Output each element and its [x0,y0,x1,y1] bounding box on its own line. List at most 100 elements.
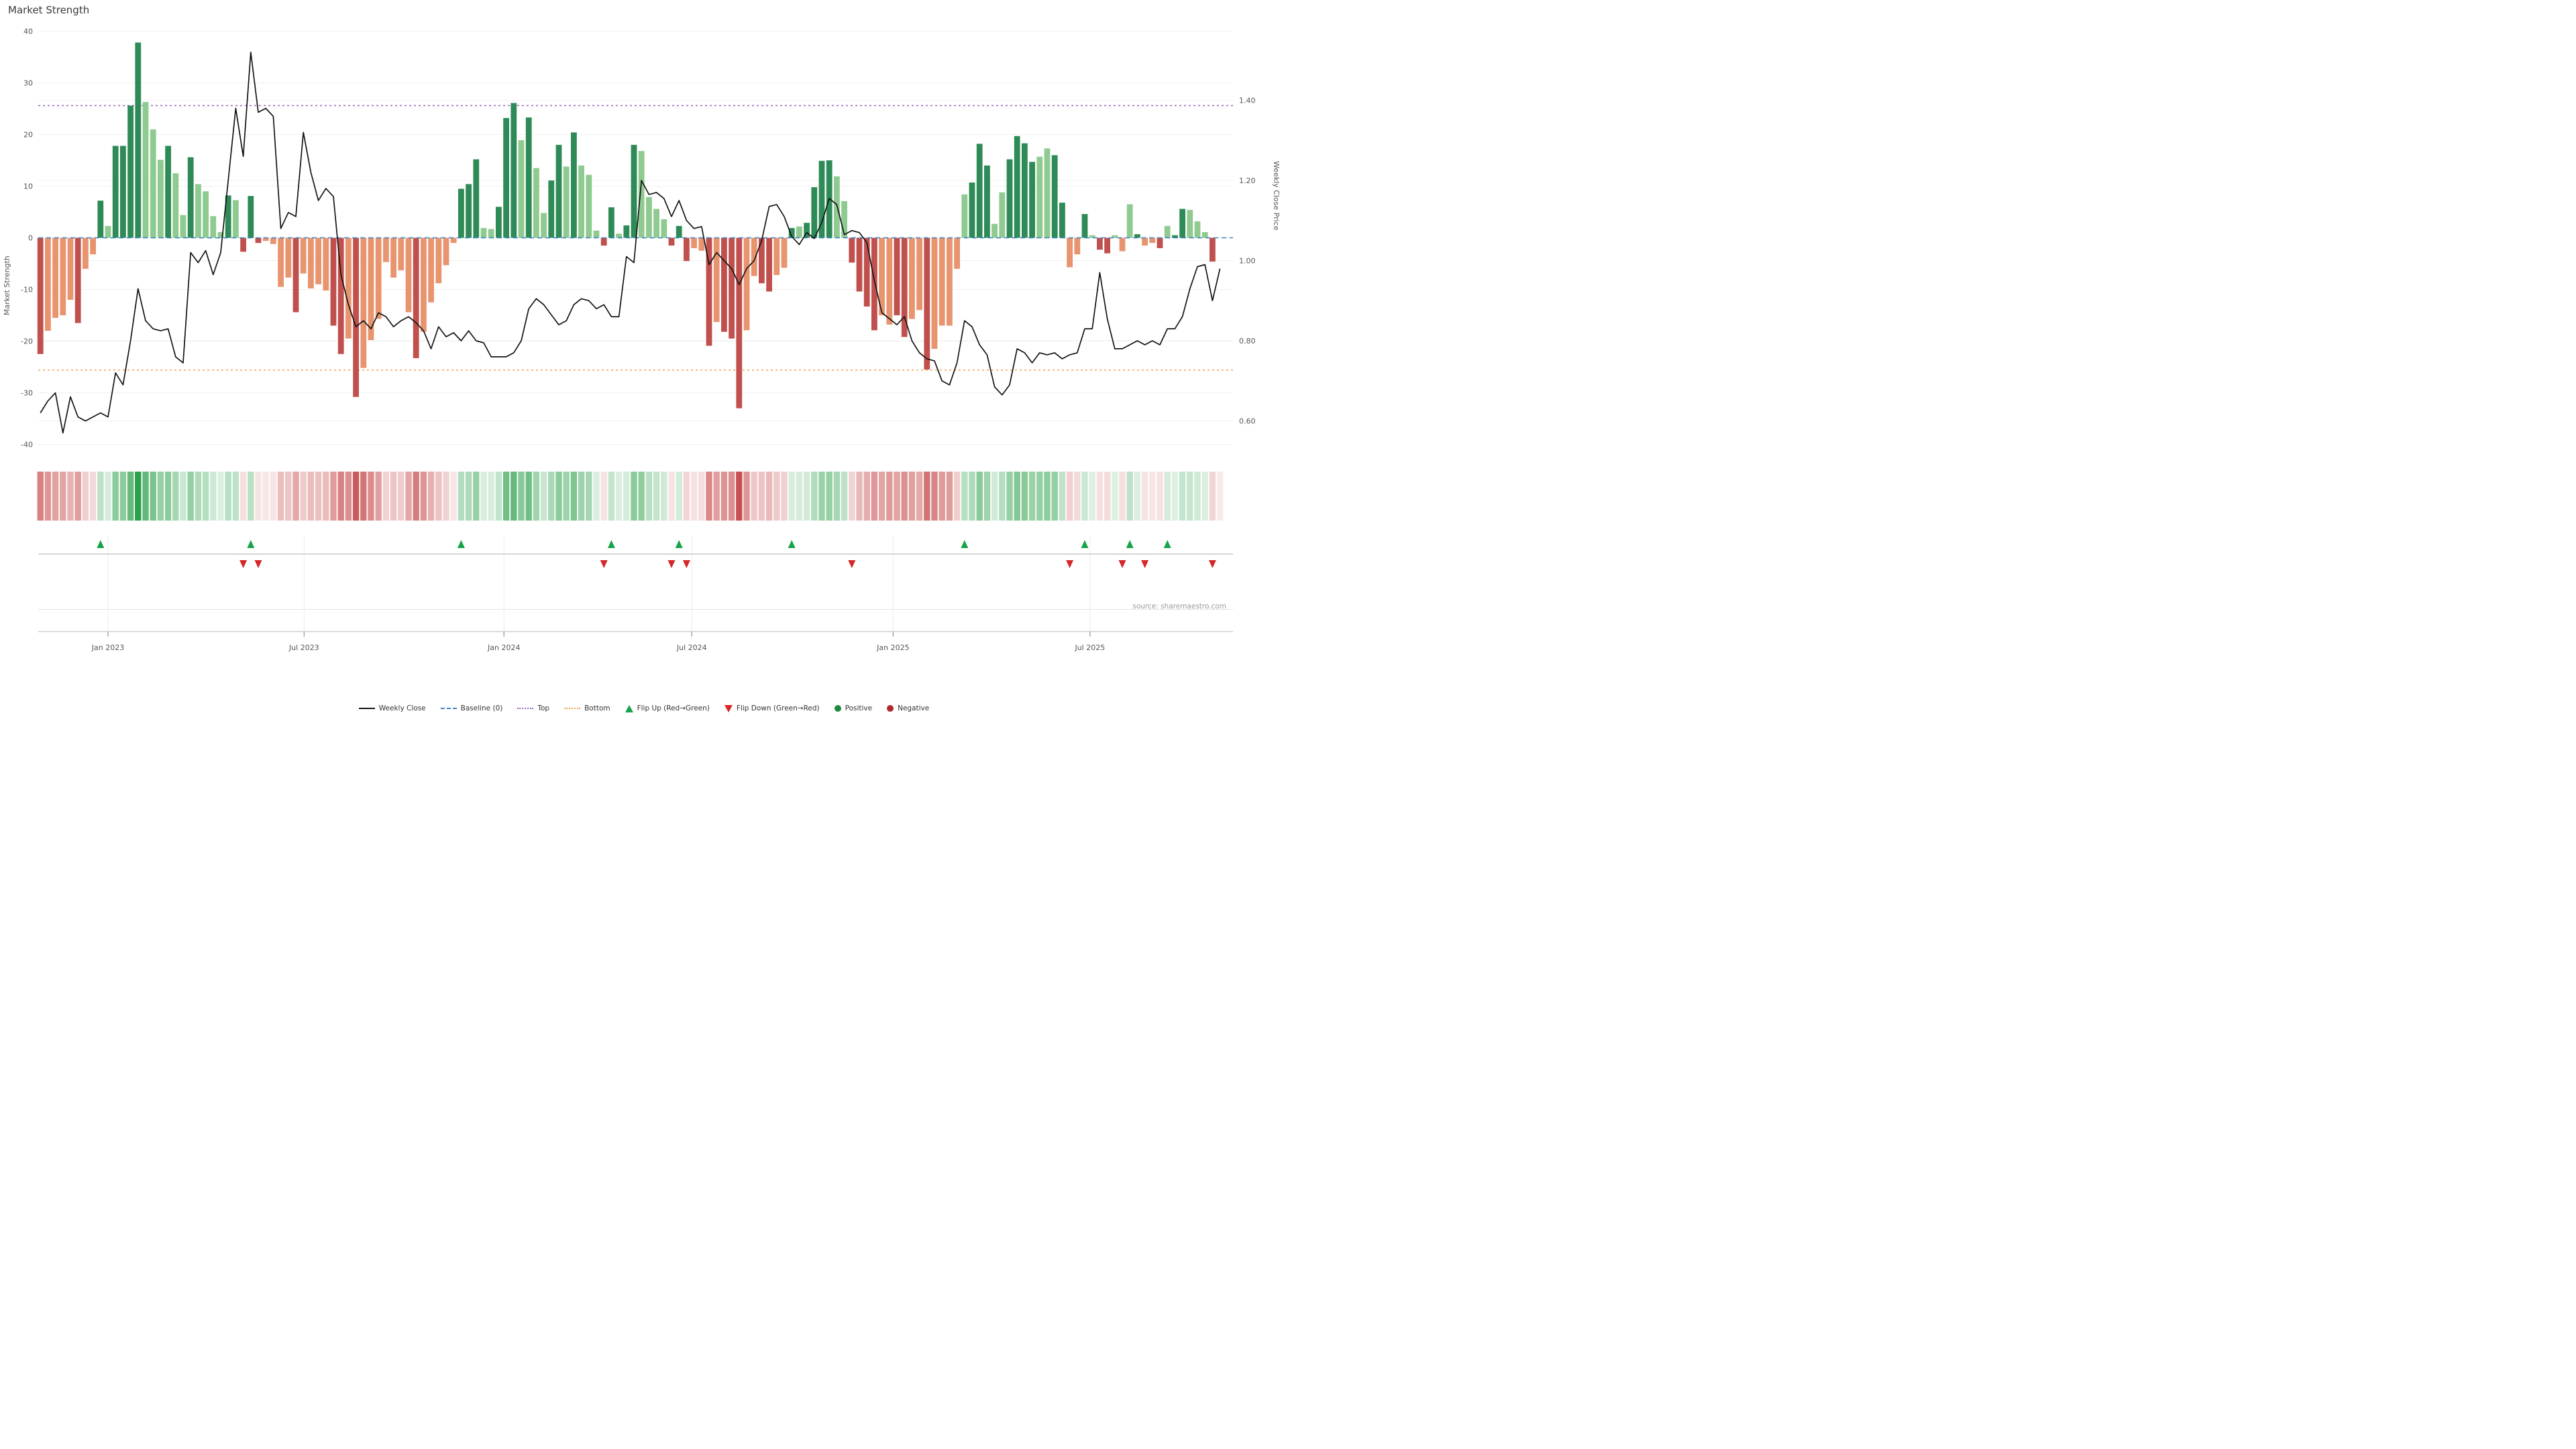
heatmap-cell [420,472,427,521]
strength-bar [863,237,870,307]
heatmap-cell [690,472,698,521]
heatmap-cell [157,472,164,521]
legend-item-negative[interactable]: Negative [887,704,929,712]
strength-bar [616,233,622,238]
strength-bar [45,237,51,331]
heatmap-cell [502,472,510,521]
heatmap-cell [37,472,44,521]
heatmap-cell [1194,472,1201,521]
strength-bar [1074,237,1081,255]
source-attribution: source: sharemaestro.com [1132,602,1226,610]
legend-label: Bottom [584,704,610,712]
heatmap-cell [172,472,179,521]
strength-bar [691,237,697,248]
strength-bar [1006,159,1013,238]
flip-down-icon [1208,560,1216,568]
heatmap-cell [991,472,998,521]
strength-bar [1179,209,1185,238]
strength-bar [781,237,788,268]
flip-down-icon [600,560,608,568]
flip-down-icon [1066,560,1074,568]
heatmap-cell [225,472,231,521]
strength-bar [1051,155,1058,238]
strength-bar [586,174,592,238]
heatmap-cell [856,472,863,521]
heatmap-cell [195,472,202,521]
heatmap-cell [413,472,419,521]
heatmap-cell [375,472,382,521]
heatmap-cell [623,472,630,521]
strength-bar [120,146,126,238]
strength-bar [886,237,893,325]
strength-bar [1126,204,1133,238]
legend-item-positive[interactable]: Positive [834,704,873,712]
svg-text:Jul 2023: Jul 2023 [288,643,319,652]
flip-up-icon [961,540,969,548]
heatmap-cell [248,472,254,521]
marker-panel [38,535,1233,633]
heatmap-cell [849,472,855,521]
heatmap-cell [239,472,247,521]
legend-label: Positive [845,704,873,712]
strength-bar [180,215,186,238]
heatmap-cell [1014,472,1020,521]
strength-bar [511,103,517,238]
svg-text:0.80: 0.80 [1239,337,1256,345]
heatmap-cell [52,472,59,521]
svg-text:-10: -10 [21,286,33,294]
weekly-heatmap-strip [37,472,1224,521]
strength-bar [270,237,276,244]
flip-down-icon [682,560,690,568]
svg-text:Jul 2024: Jul 2024 [676,643,707,652]
strength-bar [721,237,727,332]
heatmap-cell [788,472,795,521]
strength-bar [818,160,825,238]
heatmap-cell [969,472,975,521]
heatmap-cell [683,472,690,521]
strength-bar [503,117,509,238]
heatmap-cell [60,472,66,521]
heatmap-cell [405,472,412,521]
heatmap-cell [563,472,570,521]
strength-bar [1164,225,1171,238]
strength-bar [555,144,562,238]
heatmap-cell [1089,472,1095,521]
strength-bar [488,229,494,238]
strength-bar [278,237,284,287]
strength-bar [195,184,201,238]
heatmap-cell [1149,472,1156,521]
heatmap-cell [1119,472,1126,521]
heatmap-cell [89,472,97,521]
legend-item-flip-up-red-green[interactable]: Flip Up (Red→Green) [625,704,710,712]
strength-bar [308,237,314,288]
chart-legend: Weekly Close Baseline (0) Top Bottom Flip Up… [0,704,1288,712]
strength-bar [1036,156,1043,238]
strength-bar [924,237,930,370]
heatmap-cell [765,472,773,521]
heatmap-cell [706,472,712,521]
legend-item-weekly-close[interactable]: Weekly Close [358,704,426,712]
strength-bar [172,173,179,238]
heatmap-cell [871,472,878,521]
heatmap-cell [270,472,277,521]
market-strength-chart[interactable]: 40 30 20 10 0 -10 -20 -30 -40 1.40 1.20 1.00 0.80 0.6… [0,0,1288,724]
legend-item-flip-down-green-red[interactable]: Flip Down (Green→Red) [724,704,820,712]
legend-item-baseline-0[interactable]: Baseline (0) [440,704,502,712]
svg-text:-40: -40 [21,441,33,449]
strength-bar [578,165,584,238]
heatmap-cell [74,472,81,521]
strength-bar [97,201,104,238]
strength-bar [398,237,405,271]
heatmap-cell [382,472,390,521]
heatmap-cell [352,472,360,521]
strength-bar [428,237,434,303]
heatmap-cell [615,472,623,521]
strength-bar [638,151,645,238]
dotted-line-swatch-icon [517,708,534,709]
heatmap-cell [661,472,667,521]
legend-item-top[interactable]: Top [517,704,549,712]
legend-item-bottom[interactable]: Bottom [564,704,610,712]
heatmap-cell [232,472,239,521]
strength-bar [593,230,600,238]
strength-bar [1029,162,1035,238]
